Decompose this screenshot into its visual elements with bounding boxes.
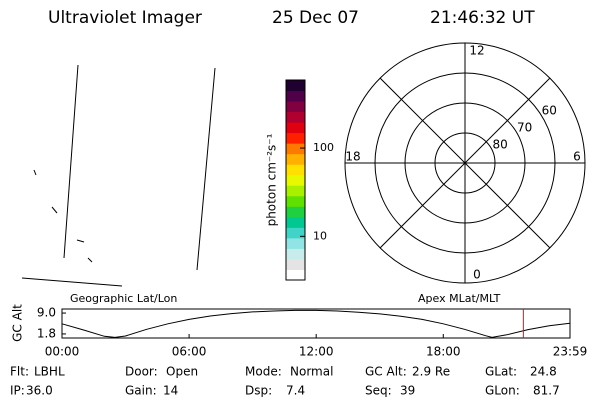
color-cell [286,195,305,207]
field-label: Mode: [245,365,282,379]
field-value: Normal [290,365,333,379]
color-cell [286,206,305,218]
y-tick-label: 9.0 [37,306,56,320]
lat-ring [404,102,526,224]
color-cell [286,153,305,165]
color-cell [286,164,305,176]
field-value: 36.0 [26,384,53,398]
altitude-line [61,309,571,338]
tick-label: 100 [313,141,334,154]
color-cell [286,101,305,113]
lat-label: 70 [517,120,532,134]
color-cell [286,143,305,155]
plot-frame [61,308,571,339]
field-label: IP: [10,384,25,398]
lat-label: 80 [492,138,507,152]
lat-label: 60 [542,103,557,117]
field-value: LBHL [34,365,65,379]
color-cell [286,227,305,239]
x-tick-label: 12:00 [299,345,334,359]
time: 21:46:32 UT [430,8,535,28]
field-value: 81.7 [533,384,560,398]
color-cell [286,132,305,144]
color-cell [286,185,305,197]
x-tick-label: 18:00 [426,345,461,359]
field-value: 14 [163,384,178,398]
color-cell [286,237,305,249]
mlt-label: 6 [573,150,581,164]
y-axis-label: GC Alt [11,304,25,342]
colorbar-frame [285,79,306,281]
field-value: 24.8 [530,365,557,379]
date: 25 Dec 07 [272,8,359,28]
panel-label: Apex MLat/MLT [418,292,501,305]
color-cell [286,269,305,281]
x-tick-label: 23:59 [553,345,588,359]
color-cell [286,258,305,270]
tick-label: 10 [313,229,327,242]
image-panel [21,64,216,287]
mlt-label: 18 [345,150,360,164]
mlt-label: 0 [473,268,481,282]
field-value: 7.4 [286,384,305,398]
lat-ring [374,72,556,254]
color-cell [286,122,305,134]
color-cell [286,216,305,228]
lat-ring [434,132,496,194]
color-cell [286,174,305,186]
field-label: Dsp: [245,384,272,398]
field-label: Flt: [10,365,29,379]
color-cell [286,248,305,260]
x-tick-label: 00:00 [45,345,80,359]
field-value: Open [166,365,198,379]
field-label: Gain: [125,384,157,398]
mlt-label: 12 [469,44,484,58]
field-value: 39 [400,384,415,398]
field-label: Seq: [365,384,392,398]
field-value: 2.9 Re [412,365,450,379]
panel-label: Geographic Lat/Lon [70,292,177,305]
instrument: Ultraviolet Imager [48,8,202,28]
color-cell [286,111,305,123]
x-tick-label: 06:00 [172,345,207,359]
y-tick-label: 1.8 [37,326,56,340]
field-label: Door: [125,365,158,379]
color-cell [286,90,305,102]
color-cell [286,80,305,92]
colorbar-label: photon cm⁻²s⁻¹ [265,133,279,226]
field-label: GC Alt: [365,365,407,379]
field-label: GLon: [485,384,520,398]
field-label: GLat: [485,365,517,379]
